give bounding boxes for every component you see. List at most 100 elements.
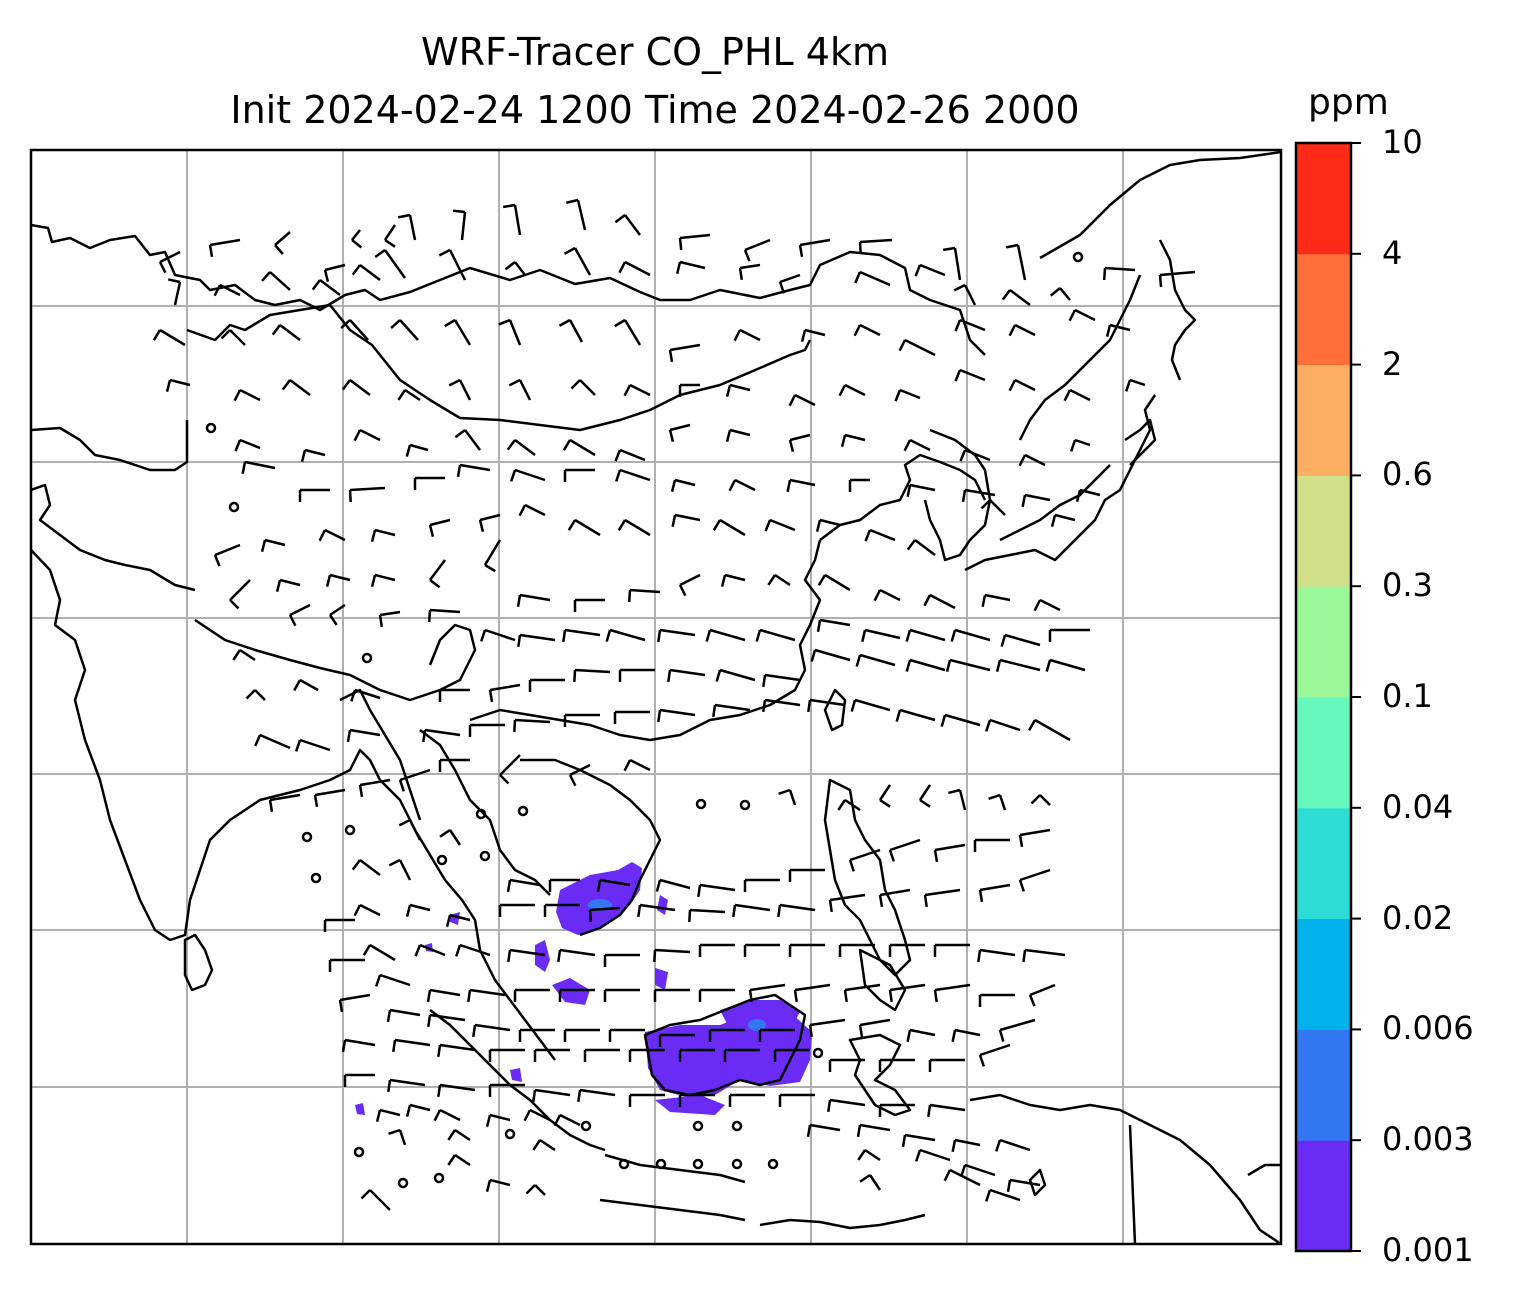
wind-barb bbox=[794, 983, 831, 992]
wind-barb bbox=[1074, 308, 1096, 322]
wind-barb-flag bbox=[895, 709, 902, 722]
wind-barb-flag bbox=[1075, 489, 1082, 502]
wind-barb bbox=[439, 1108, 461, 1122]
wind-barb-flag bbox=[488, 689, 494, 703]
wind-barb-flag bbox=[850, 699, 857, 712]
wind-barb bbox=[349, 728, 381, 737]
wind-barb bbox=[729, 383, 751, 392]
wind-barb-flag bbox=[1027, 719, 1037, 732]
wind-barb bbox=[299, 738, 331, 752]
wind-barb-flag bbox=[388, 1128, 401, 1135]
wind-barb bbox=[964, 1163, 996, 1177]
wind-barb bbox=[844, 983, 881, 992]
wind-barb bbox=[429, 608, 461, 614]
wind-barb bbox=[448, 829, 462, 846]
wind-barb bbox=[1024, 948, 1066, 957]
wind-barb-flag bbox=[323, 269, 330, 282]
wind-barb-flag bbox=[360, 1189, 371, 1200]
wind-barb-flag bbox=[933, 849, 939, 863]
wind-barb bbox=[859, 653, 896, 667]
wind-barb-flag bbox=[762, 674, 767, 688]
wind-barb bbox=[359, 859, 381, 876]
wind-barb-flag bbox=[293, 679, 302, 692]
colorbar-tick-label: 0.001 bbox=[1382, 1231, 1474, 1269]
wind-barb bbox=[804, 328, 826, 337]
wind-barb bbox=[489, 1113, 511, 1122]
wind-barb bbox=[274, 231, 291, 246]
wind-barb-flag bbox=[340, 319, 351, 329]
wind-barb bbox=[1159, 270, 1196, 277]
wind-barb-flag bbox=[985, 719, 992, 732]
wind-barb-flag bbox=[341, 1039, 347, 1053]
wind-barb bbox=[374, 528, 396, 537]
wind-barb-flag bbox=[1105, 324, 1112, 337]
wind-barb-flag bbox=[485, 1179, 492, 1192]
wind-barb bbox=[879, 588, 901, 602]
wind-barb-flag bbox=[281, 379, 291, 391]
wind-barb-flag bbox=[452, 209, 466, 214]
wind-barb-flag bbox=[623, 759, 632, 772]
wind-barb bbox=[1074, 438, 1091, 447]
wind-barb-flag bbox=[588, 909, 593, 923]
wind-barb-flag bbox=[478, 519, 485, 532]
wind-barb-flag bbox=[903, 439, 912, 452]
wind-barb bbox=[474, 1023, 511, 1032]
wind-barb-flag bbox=[502, 203, 516, 209]
wind-barb-flag bbox=[788, 439, 795, 452]
wind-barb-flag bbox=[456, 464, 462, 478]
wind-barb bbox=[460, 211, 467, 241]
wind-barb bbox=[568, 319, 584, 343]
wind-barb bbox=[719, 518, 746, 537]
wind-barb-flag bbox=[954, 319, 962, 332]
wind-barb-flag bbox=[288, 614, 297, 627]
wind-barb-flag bbox=[438, 248, 451, 257]
wind-barb-flag bbox=[362, 944, 372, 956]
wind-barb bbox=[239, 648, 256, 662]
wind-barb bbox=[408, 214, 417, 241]
wind-barb-flag bbox=[165, 379, 172, 392]
wind-barb bbox=[439, 1083, 476, 1092]
wind-barb-flag bbox=[888, 849, 895, 862]
wind-barb-flag bbox=[558, 318, 571, 327]
wind-barb bbox=[574, 668, 611, 674]
wind-barb-flag bbox=[480, 629, 487, 642]
wind-barb-flag bbox=[614, 449, 622, 462]
colorbar-tick-label: 0.3 bbox=[1382, 566, 1433, 605]
wind-barb bbox=[324, 263, 346, 272]
wind-barb-flag bbox=[1008, 379, 1017, 392]
wind-barb-flag bbox=[387, 1079, 392, 1093]
wind-barb-flag bbox=[755, 629, 762, 642]
wind-barb bbox=[964, 448, 991, 462]
wind-barb bbox=[909, 483, 936, 492]
wind-barb bbox=[349, 486, 386, 492]
colorbar-tick-label: 0.006 bbox=[1382, 1009, 1474, 1048]
wind-barb bbox=[624, 260, 651, 277]
colorbar-band bbox=[1296, 807, 1351, 920]
wind-barb-flag bbox=[951, 1139, 957, 1153]
wind-barb bbox=[489, 683, 521, 692]
wind-barb bbox=[959, 318, 986, 332]
wind-barb-flag bbox=[557, 949, 562, 963]
wind-barb-flag bbox=[878, 894, 884, 908]
wind-barb-flag bbox=[295, 739, 302, 752]
wind-barb bbox=[569, 438, 596, 457]
wind-barb-flag bbox=[764, 519, 772, 532]
wind-barb bbox=[734, 903, 771, 912]
wind-barb-flag bbox=[568, 774, 577, 787]
wind-barb bbox=[479, 513, 501, 522]
wind-barb-flag bbox=[152, 329, 162, 341]
wind-barb-flag bbox=[563, 246, 576, 255]
wind-barb bbox=[409, 1103, 431, 1112]
wind-barb-flag bbox=[351, 264, 361, 276]
wind-barb-flag bbox=[375, 1109, 382, 1122]
wind-barb-flag bbox=[959, 449, 967, 462]
wind-barb bbox=[949, 658, 991, 672]
wind-barb-flag bbox=[767, 574, 777, 586]
wind-barb bbox=[999, 1138, 1031, 1152]
wind-barb bbox=[674, 478, 696, 487]
wind-barb-flag bbox=[808, 1024, 813, 1038]
wind-barb bbox=[469, 988, 506, 997]
wind-barb-flag bbox=[245, 689, 256, 700]
colorbar-tick-label: 10 bbox=[1382, 123, 1423, 161]
wind-barb-flag bbox=[313, 794, 319, 808]
